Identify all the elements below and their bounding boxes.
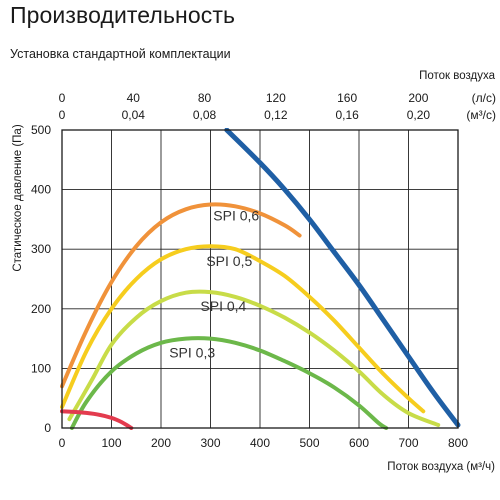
x-tick-label: 200 (151, 436, 171, 450)
x-tick-label: 400 (250, 436, 270, 450)
spi-label: SPI 0,4 (200, 298, 246, 314)
x-tick-label: 300 (200, 436, 220, 450)
top-tick-label-m3s: 0,16 (335, 108, 359, 122)
x-tick-label: 100 (101, 436, 121, 450)
curve-labels: SPI 0,6 SPI 0,5 SPI 0,4 SPI 0,3 (169, 208, 259, 361)
top-tick-label-m3s: 0,12 (264, 108, 288, 122)
minimum-curve (60, 409, 134, 430)
axis-ticks: 0 100 200 300 400 500 600 700 800010020030040050… (31, 91, 496, 450)
x-tick-label: 500 (299, 436, 319, 450)
spi-label: SPI 0,3 (169, 345, 215, 361)
grid (61, 129, 459, 429)
top-tick-label-ls: 160 (337, 91, 357, 105)
top-axis-title: Поток воздуха (419, 70, 496, 82)
x-tick-label: 600 (349, 436, 369, 450)
x-tick-label: 0 (59, 436, 66, 450)
x-tick-label: 700 (398, 436, 418, 450)
spi-label: SPI 0,6 (213, 208, 259, 224)
top-tick-label-m3s: 0 (59, 108, 66, 122)
x-tick-label: 800 (448, 436, 468, 450)
y-tick-label: 400 (31, 183, 51, 197)
curve-spi-0-5 (60, 244, 426, 414)
top-tick-label-ls: 40 (127, 91, 141, 105)
x-axis-title: Поток воздуха (м³/ч) (387, 461, 495, 473)
top-tick-label-m3s: 0,20 (407, 108, 431, 122)
top-tick-label-m3s: 0,04 (122, 108, 146, 122)
plot-frame (61, 129, 459, 429)
top-tick-label-ls: 120 (266, 91, 286, 105)
curves (60, 128, 461, 430)
y-tick-label: 300 (31, 242, 51, 256)
y-tick-label: 100 (31, 361, 51, 375)
top-axis-unit-ls: (л/с) (472, 91, 496, 105)
spi-label: SPI 0,5 (206, 253, 252, 269)
chart-subtitle: Установка стандартной комплектации (10, 47, 231, 61)
top-tick-label-ls: 200 (408, 91, 428, 105)
y-axis-title: Статическое давление (Па) (12, 124, 24, 271)
chart-title: Производительность (10, 2, 236, 28)
y-tick-label: 200 (31, 302, 51, 316)
curve-spi-0-6 (60, 202, 302, 389)
plot-border (61, 129, 459, 429)
curve-spi-0-4 (67, 289, 441, 427)
top-axis-unit-m3s: (м³/с) (466, 108, 496, 122)
y-tick-label: 0 (44, 421, 51, 435)
top-tick-label-ls: 0 (59, 91, 66, 105)
y-tick-label: 500 (31, 123, 51, 137)
top-tick-label-ls: 80 (198, 91, 212, 105)
curve-spi-0-3 (69, 336, 389, 430)
top-tick-label-m3s: 0,08 (193, 108, 217, 122)
fan-curve (224, 128, 461, 428)
